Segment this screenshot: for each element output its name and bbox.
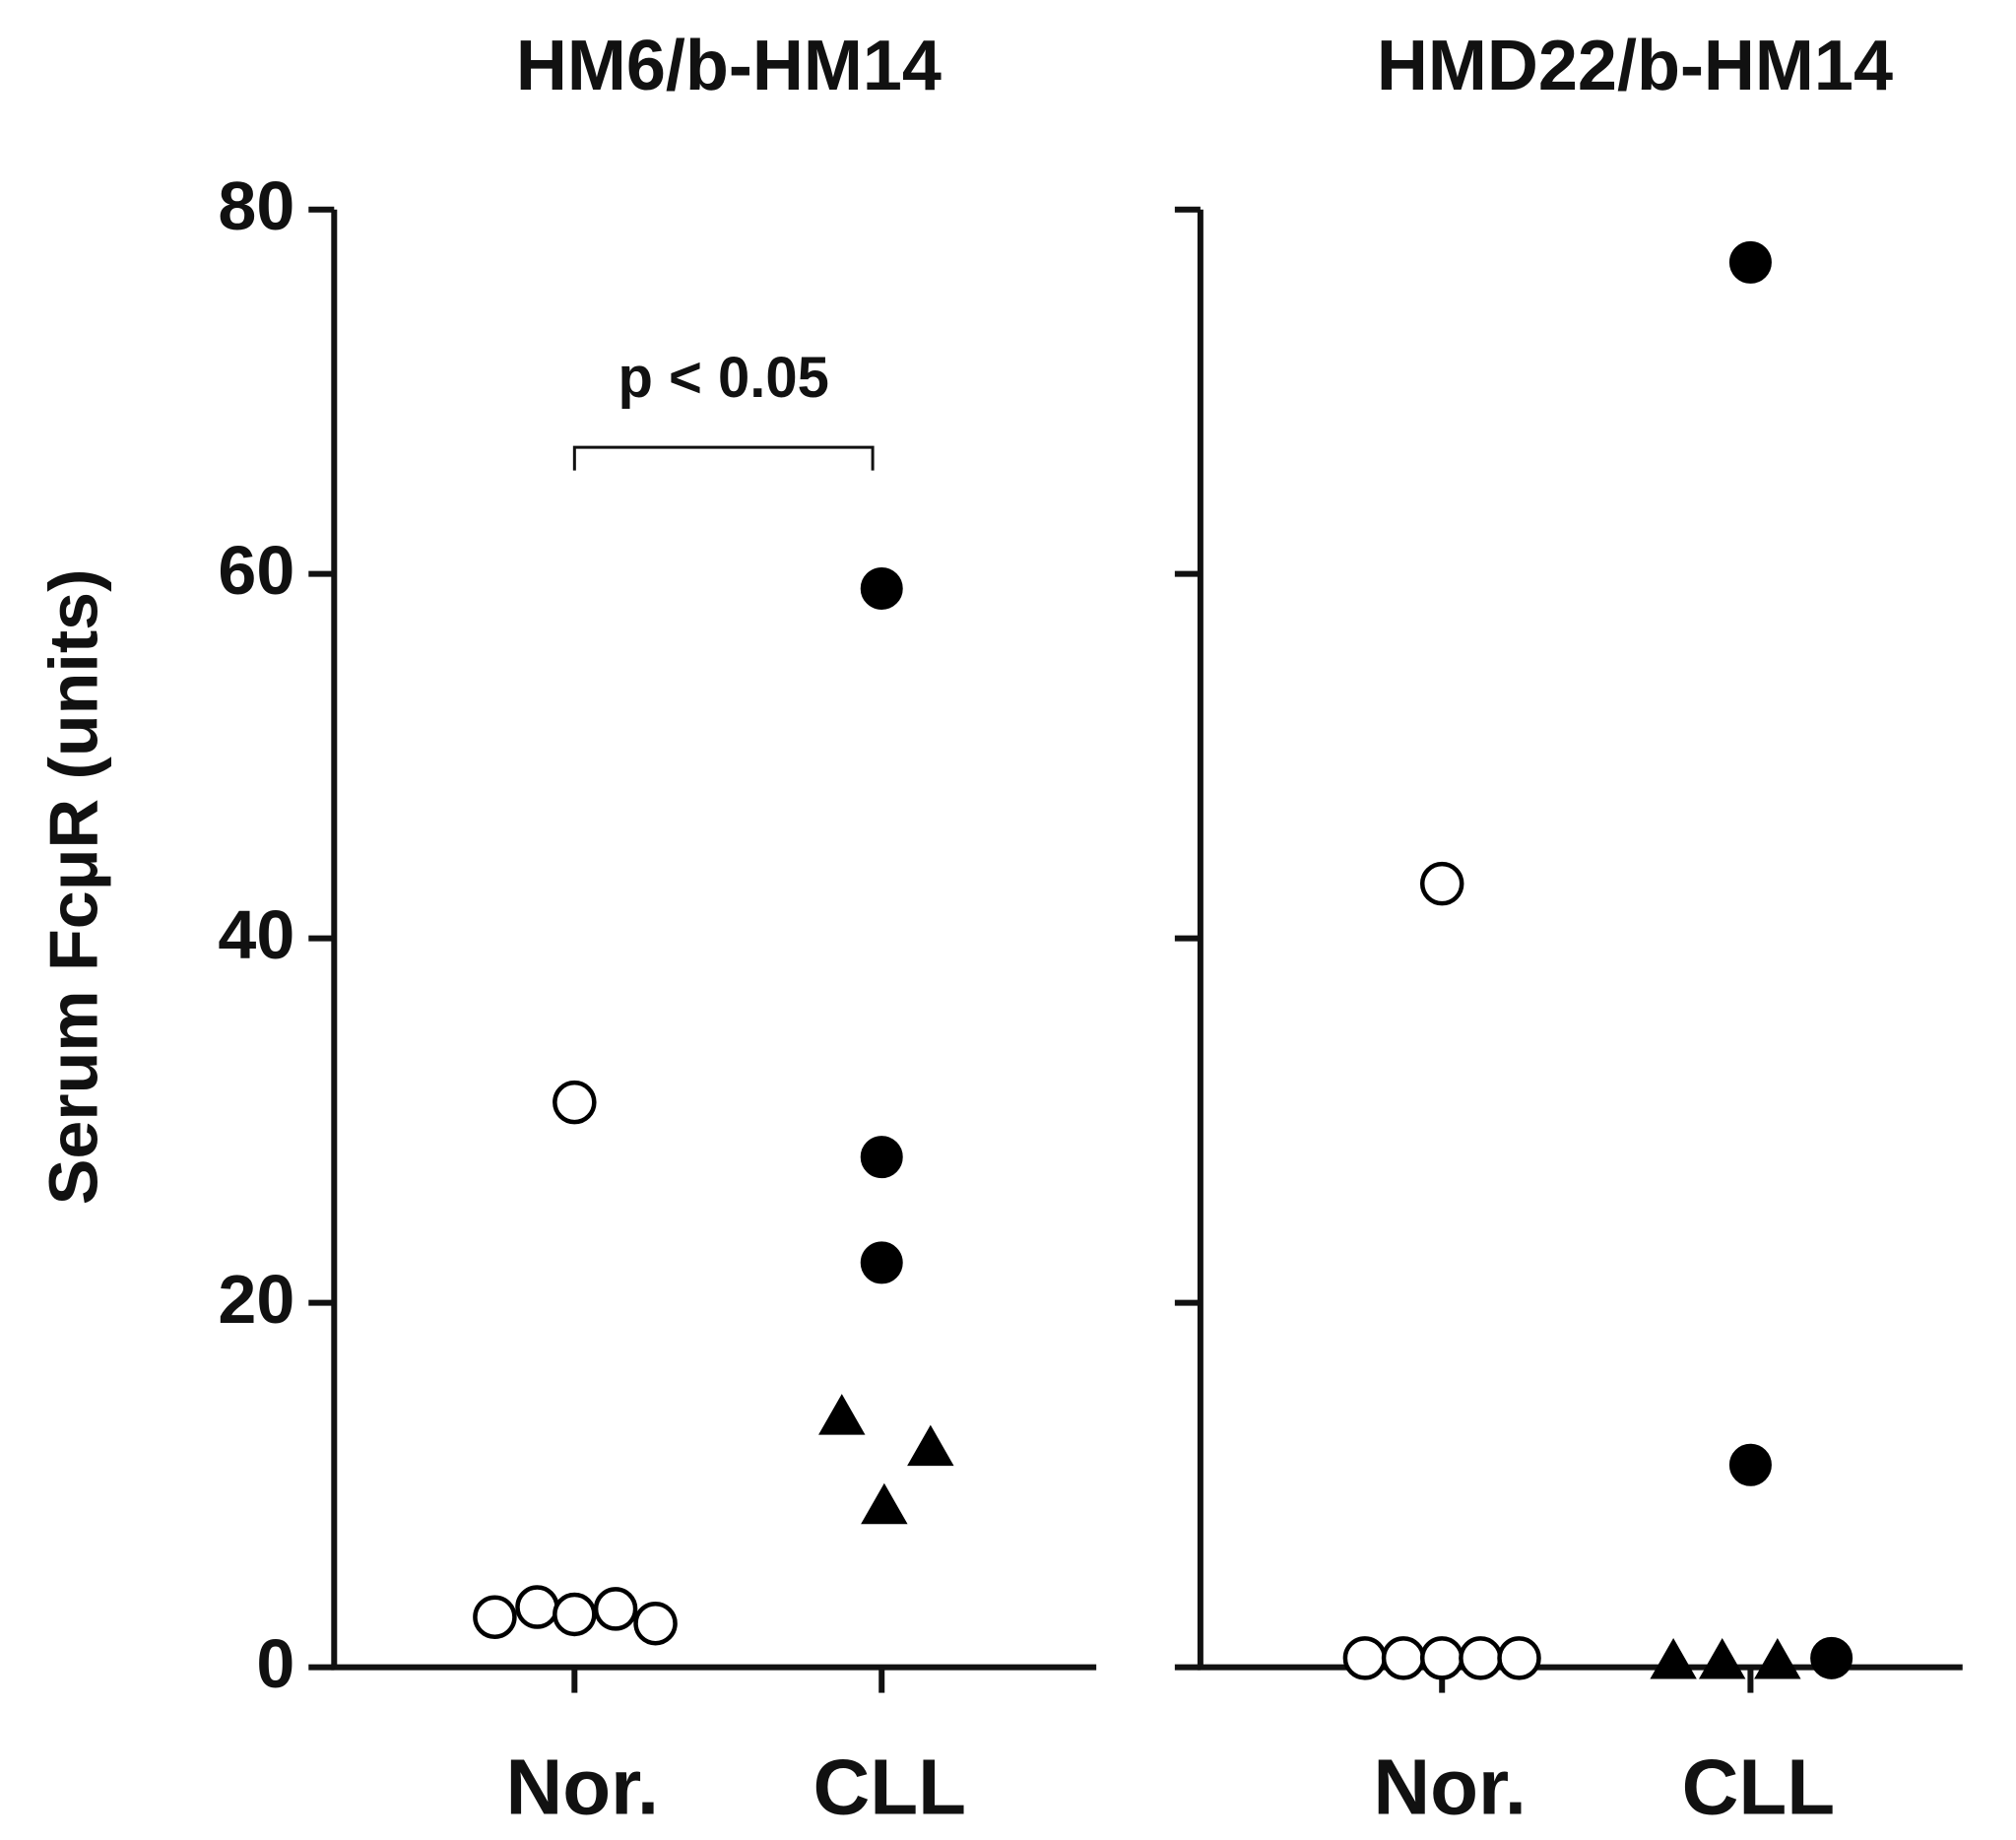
x-tick-label: Nor. [1373, 1743, 1527, 1831]
triangle-point [818, 1394, 866, 1435]
triangle-point [1650, 1638, 1697, 1679]
y-tick-label: 60 [218, 532, 294, 609]
x-tick-label: CLL [1682, 1743, 1836, 1831]
open-point [1381, 1636, 1426, 1680]
open-point [1459, 1636, 1503, 1680]
filled-point [860, 566, 903, 610]
y-tick-label: 40 [218, 896, 294, 973]
filled-point [1728, 240, 1772, 284]
open-point [473, 1595, 517, 1639]
open-point [553, 1592, 597, 1637]
panel-title: HM6/b-HM14 [516, 27, 942, 105]
y-axis-label: Serum FcμR (units) [34, 569, 111, 1206]
filled-point [860, 1241, 903, 1284]
x-tick-label: Nor. [506, 1743, 660, 1831]
triangle-point [1698, 1638, 1746, 1679]
open-point [1419, 861, 1464, 906]
triangle-point [907, 1424, 954, 1467]
open-point [1497, 1636, 1541, 1680]
triangle-point [861, 1482, 908, 1525]
y-tick-label: 20 [218, 1261, 294, 1338]
significance-bracket [572, 445, 875, 471]
open-point [553, 1080, 597, 1125]
triangle-point [1754, 1638, 1801, 1679]
open-point [593, 1587, 638, 1631]
filled-point [1728, 1443, 1772, 1486]
x-tick-label: CLL [813, 1743, 966, 1831]
panel-title: HMD22/b-HM14 [1377, 27, 1893, 105]
y-tick-label: 80 [218, 167, 294, 244]
filled-point [1810, 1636, 1853, 1679]
open-point [1419, 1636, 1464, 1680]
annotation: p < 0.05 [618, 346, 829, 410]
open-point [515, 1585, 559, 1629]
open-point [633, 1601, 678, 1646]
open-point [1342, 1636, 1388, 1680]
y-tick-label: 0 [256, 1625, 294, 1702]
filled-point [860, 1136, 903, 1179]
